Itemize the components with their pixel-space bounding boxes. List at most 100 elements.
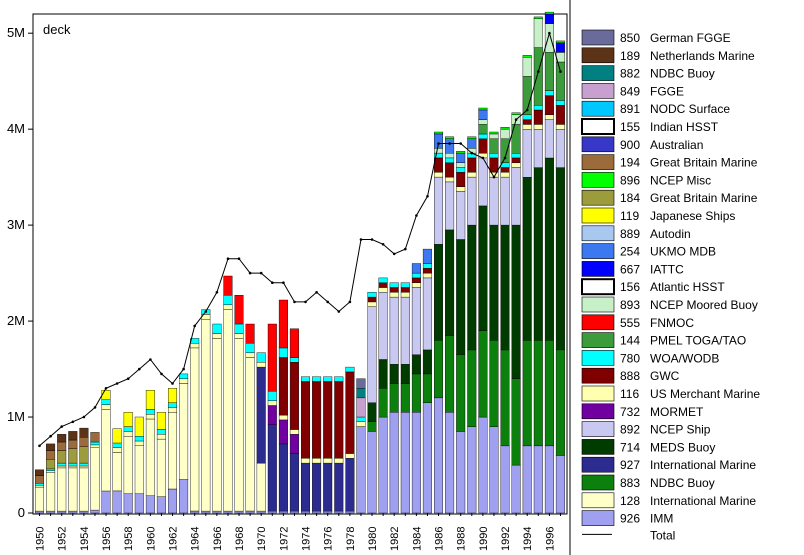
bar-segment-116-1986 xyxy=(434,172,444,178)
bar-segment-780-1980 xyxy=(367,292,377,298)
bar-segment-892-1991 xyxy=(489,176,499,226)
bar-segment-888-1973 xyxy=(289,362,299,430)
bar-segment-116-1985 xyxy=(422,272,432,279)
legend-code-555: 555 xyxy=(620,316,640,330)
bar-segment-128-1956 xyxy=(101,409,111,492)
bar-segment-896-1986 xyxy=(434,131,444,135)
legend-swatch-900 xyxy=(581,136,615,153)
bar-segment-254-1989 xyxy=(467,138,477,149)
bar-segment-883-1990 xyxy=(478,330,488,418)
x-tick-label-1982: 1982 xyxy=(389,527,401,551)
bar-segment-888-1977 xyxy=(334,381,344,459)
x-tick-label-1956: 1956 xyxy=(101,527,113,551)
bar-segment-893-1988 xyxy=(456,162,466,168)
bar-segment-883-1991 xyxy=(489,340,499,427)
bar-segment-888-1983 xyxy=(400,287,410,293)
legend-code-155: 155 xyxy=(620,120,640,134)
bar-segment-189-1953 xyxy=(68,431,78,441)
bar-segment-892-1987 xyxy=(445,181,455,231)
bar-segment-116-1953 xyxy=(68,465,78,469)
legend-code-927: 927 xyxy=(620,458,640,472)
bar-segment-189-1954 xyxy=(79,427,89,438)
bar-segment-926-1961 xyxy=(156,496,166,514)
bar-segment-926-1987 xyxy=(445,412,455,514)
bar-segment-116-1994 xyxy=(522,124,532,130)
bar-segment-888-1982 xyxy=(389,287,399,293)
bar-segment-926-1964 xyxy=(190,510,200,514)
bar-segment-780-1996 xyxy=(544,90,554,96)
bar-segment-144-1990 xyxy=(478,124,488,135)
legend-code-882: 882 xyxy=(620,67,640,81)
bar-segment-883-1992 xyxy=(500,349,510,447)
bar-segment-893-1986 xyxy=(434,148,444,154)
bar-segment-780-1969 xyxy=(245,342,255,353)
legend-label-892: NCEP Ship xyxy=(650,423,711,437)
y-tick-label-4M: 4M xyxy=(7,121,25,136)
bar-segment-893-1990 xyxy=(478,119,488,125)
deck-annotation: deck xyxy=(43,22,71,37)
bar-segment-714-1992 xyxy=(500,224,510,351)
bar-segment-892-1981 xyxy=(378,292,388,360)
bar-segment-892-1992 xyxy=(500,176,510,226)
bar-segment-883-1983 xyxy=(400,383,410,413)
bar-segment-128-1960 xyxy=(145,418,155,497)
legend-code-254: 254 xyxy=(620,245,640,259)
bar-segment-926-1990 xyxy=(478,416,488,514)
bar-segment-926-1966 xyxy=(212,510,222,514)
bar-segment-144-1995 xyxy=(533,47,543,106)
bar-segment-128-1963 xyxy=(179,383,189,480)
bar-segment-714-1997 xyxy=(555,167,565,351)
bar-segment-888-1987 xyxy=(445,162,455,178)
bar-segment-888-1980 xyxy=(367,296,377,303)
legend-code-900: 900 xyxy=(620,138,640,152)
legend-code-888: 888 xyxy=(620,369,640,383)
bar-segment-780-1958 xyxy=(123,426,133,432)
bar-segment-926-1959 xyxy=(134,493,144,514)
bar-segment-926-1986 xyxy=(434,397,444,514)
legend-swatch-883 xyxy=(581,474,615,491)
bar-segment-116-1976 xyxy=(323,458,333,464)
bar-segment-780-1971 xyxy=(267,390,277,401)
legend-code-194: 194 xyxy=(620,156,640,170)
bar-segment-116-1987 xyxy=(445,176,455,183)
bar-segment-893-1987 xyxy=(445,152,455,159)
bar-segment-893-1995 xyxy=(533,18,543,48)
bar-segment-927-1974 xyxy=(301,462,311,512)
legend-label-714: MEDS Buoy xyxy=(650,440,715,454)
bar-segment-116-1975 xyxy=(312,458,322,464)
bar-segment-128-1964 xyxy=(190,347,200,512)
bar-segment-926-1962 xyxy=(167,488,177,514)
bar-segment-926-1952 xyxy=(57,510,67,514)
bar-segment-926-1993 xyxy=(511,464,521,514)
bar-segment-254-1984 xyxy=(411,263,421,274)
bar-segment-194-1951 xyxy=(46,450,56,460)
bar-segment-128-1966 xyxy=(212,338,222,512)
bar-segment-888-1995 xyxy=(533,109,543,125)
bar-segment-128-1961 xyxy=(156,438,166,497)
bar-segment-780-1990 xyxy=(478,133,488,140)
bar-segment-116-1983 xyxy=(400,292,410,298)
bar-segment-116-1960 xyxy=(145,414,155,420)
bar-segment-926-1965 xyxy=(201,510,211,514)
bar-segment-926-1992 xyxy=(500,445,510,514)
legend-label-116: US Merchant Marine xyxy=(650,387,760,401)
bar-segment-926-1975 xyxy=(312,510,322,514)
legend-code-732: 732 xyxy=(620,405,640,419)
bar-segment-144-1996 xyxy=(544,52,554,92)
x-tick-label-1972: 1972 xyxy=(278,527,290,551)
bar-segment-888-1993 xyxy=(511,157,521,163)
bar-segment-893-1996 xyxy=(544,23,554,53)
bar-segment-926-1977 xyxy=(334,510,344,514)
bars-layer xyxy=(35,11,565,514)
bar-segment-883-1980 xyxy=(367,421,377,432)
bar-segment-780-1984 xyxy=(411,272,421,279)
legend-label-926: IMM xyxy=(650,512,673,526)
legend-swatch-849 xyxy=(581,83,615,99)
bar-segment-119-1961 xyxy=(156,412,166,430)
legend-code-714: 714 xyxy=(620,440,640,454)
bar-segment-189-1951 xyxy=(46,443,56,451)
bar-segment-714-1984 xyxy=(411,354,421,375)
bar-segment-128-1962 xyxy=(167,412,177,490)
bar-segment-714-1986 xyxy=(434,244,444,341)
bar-segment-732-1973 xyxy=(289,434,299,454)
